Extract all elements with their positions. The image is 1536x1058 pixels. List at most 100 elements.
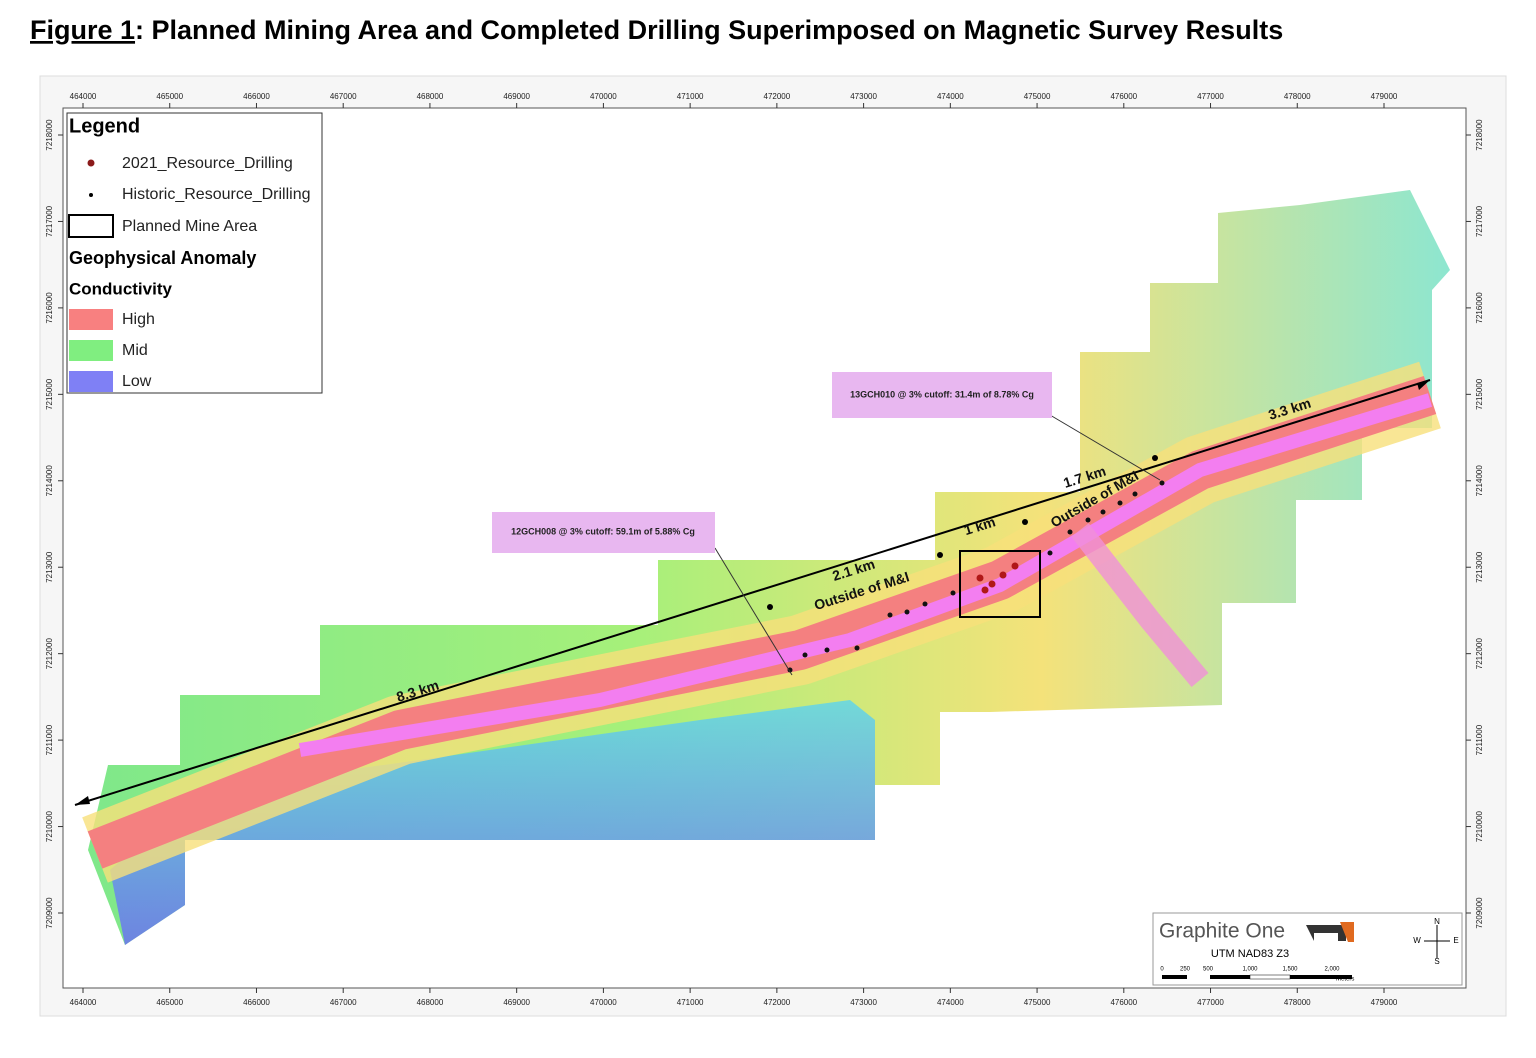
x-tick-label: 475000 — [1024, 92, 1051, 101]
hole — [802, 652, 808, 658]
annotation: 12GCH008 @ 3% cutoff: 59.1m of 5.88% Cg — [511, 526, 695, 536]
y-tick-label: 7217000 — [1475, 205, 1484, 237]
legend-swatch — [69, 309, 113, 330]
annotation-box — [492, 512, 715, 553]
x-tick-label: 470000 — [590, 92, 617, 101]
anomaly-branch — [1071, 523, 1209, 688]
annotation: 13GCH010 @ 3% cutoff: 31.4m of 8.78% Cg — [850, 389, 1034, 399]
y-tick-label: 7210000 — [45, 810, 54, 842]
x-tick-label: 478000 — [1284, 998, 1311, 1007]
scale-label: 1,500 — [1282, 967, 1298, 973]
legend-class: Mid — [122, 342, 148, 359]
legend-class: High — [122, 311, 155, 328]
x-tick-label: 465000 — [156, 998, 183, 1007]
hole — [1085, 517, 1091, 523]
scale-unit: Meters — [1336, 977, 1354, 983]
leader-line — [1049, 414, 1161, 481]
x-tick-label: 475000 — [1024, 998, 1051, 1007]
logo-mark — [1340, 922, 1354, 942]
x-tick-label: 476000 — [1110, 92, 1137, 101]
x-tick-label: 471000 — [677, 92, 704, 101]
y-tick-label: 7214000 — [1475, 465, 1484, 497]
y-tick-label: 7213000 — [45, 551, 54, 583]
x-tick-label: 476000 — [1110, 998, 1137, 1007]
legend-section: Geophysical Anomaly — [69, 248, 256, 268]
legend-subsection: Conductivity — [69, 279, 172, 298]
y-tick-label: 7214000 — [45, 465, 54, 497]
logo-box: Graphite One UTM NAD83 Z3 0 250 500 1,000 1,… — [1152, 912, 1463, 986]
x-tick-label: 471000 — [677, 998, 704, 1007]
y-tick-label: 7209000 — [1475, 897, 1484, 929]
hole — [887, 612, 893, 618]
x-tick-label: 466000 — [243, 998, 270, 1007]
hole — [950, 590, 956, 596]
compass-label: W — [1413, 936, 1421, 945]
hole — [904, 609, 910, 615]
y-tick-label: 7211000 — [1475, 724, 1484, 755]
logo-mark — [1306, 925, 1346, 941]
x-tick-label: 477000 — [1197, 998, 1224, 1007]
y-tick-label: 7210000 — [1475, 810, 1484, 842]
hole-2021 — [981, 586, 989, 594]
x-tick-label: 469000 — [503, 998, 530, 1007]
x-tick-label: 464000 — [70, 998, 97, 1007]
legend-item: 2021_Resource_Drilling — [122, 155, 293, 172]
hole — [1117, 500, 1123, 506]
x-tick-label: 474000 — [937, 92, 964, 101]
hole — [1159, 480, 1165, 486]
logo-name: Graphite One — [1159, 920, 1285, 943]
compass-label: S — [1434, 957, 1439, 966]
x-tick-label: 465000 — [156, 92, 183, 101]
section-line — [74, 379, 1431, 806]
x-tick-label: 468000 — [417, 92, 444, 101]
hole — [922, 601, 928, 607]
section-breaks — [75, 380, 1430, 805]
legend-title: Legend — [69, 115, 140, 137]
x-tick-label: 469000 — [503, 92, 530, 101]
anomaly-core — [298, 393, 1433, 757]
x-tick-label: 472000 — [764, 998, 791, 1007]
scale-label: 2,000 — [1324, 967, 1340, 973]
y-tick-label: 7213000 — [1475, 551, 1484, 583]
hole — [1100, 509, 1106, 515]
x-tick-label: 468000 — [417, 998, 444, 1007]
y-tick-label: 7209000 — [45, 897, 54, 929]
x-tick-label: 472000 — [764, 92, 791, 101]
planned-mine-area — [959, 550, 1041, 618]
annotations: 12GCH008 @ 3% cutoff: 59.1m of 5.88% Cg … — [492, 372, 1161, 676]
x-tick-label: 473000 — [850, 998, 877, 1007]
break — [1152, 455, 1158, 461]
figure-title: Figure 1: Planned Mining Area and Comple… — [30, 15, 1283, 45]
y-tick-label: 7216000 — [1475, 292, 1484, 324]
legend-item: Historic_Resource_Drilling — [122, 186, 311, 203]
low-zone — [110, 700, 875, 945]
hole-2021 — [999, 571, 1007, 579]
scale-label: 0 — [1160, 967, 1164, 973]
break — [1022, 519, 1028, 525]
scale-bar — [1187, 975, 1210, 979]
x-tick-label: 478000 — [1284, 92, 1311, 101]
title-text: : Planned Mining Area and Completed Dril… — [135, 15, 1283, 45]
x-tick-label: 479000 — [1371, 92, 1398, 101]
hole-2021 — [1011, 562, 1019, 570]
y-tick-label: 7217000 — [45, 205, 54, 237]
scale-label: 250 — [1180, 967, 1191, 973]
scale-label: 1,000 — [1242, 967, 1258, 973]
x-tick-label: 466000 — [243, 92, 270, 101]
hole — [854, 645, 860, 651]
x-tick-label: 467000 — [330, 998, 357, 1007]
arrow-head — [1417, 380, 1430, 390]
legend-item: Planned Mine Area — [122, 218, 257, 235]
x-tick-label: 467000 — [330, 92, 357, 101]
legend-symbol — [89, 193, 93, 197]
legend-class: Low — [122, 373, 152, 390]
y-tick-label: 7216000 — [45, 292, 54, 324]
y-tick-label: 7215000 — [1475, 378, 1484, 410]
compass-label: N — [1434, 917, 1440, 926]
figure-number: Figure 1 — [30, 15, 135, 45]
drill-holes — [787, 480, 1165, 673]
y-tick-label: 7212000 — [1475, 638, 1484, 670]
legend: Legend 2021_Resource_Drilling Historic_R… — [66, 112, 323, 394]
